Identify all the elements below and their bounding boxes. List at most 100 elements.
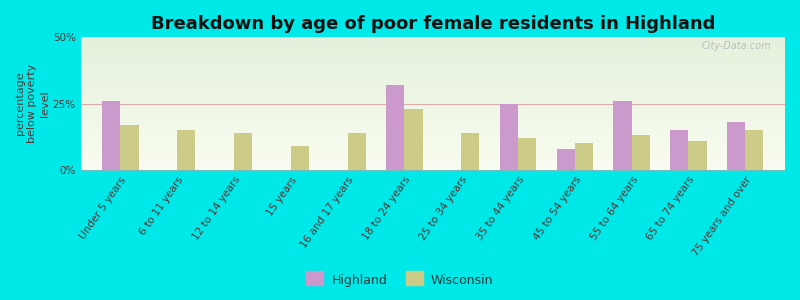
Bar — [81, 89, 785, 90]
Bar — [81, 57, 785, 59]
Bar — [81, 141, 785, 142]
Bar — [81, 60, 785, 61]
Bar — [81, 158, 785, 159]
Bar — [386, 85, 404, 170]
Bar — [689, 141, 706, 170]
Bar — [81, 130, 785, 131]
Bar — [81, 55, 785, 56]
Bar — [81, 100, 785, 101]
Title: Breakdown by age of poor female residents in Highland: Breakdown by age of poor female resident… — [150, 15, 715, 33]
Bar — [81, 98, 785, 100]
Bar — [81, 162, 785, 163]
Bar — [81, 128, 785, 129]
Bar — [81, 147, 785, 149]
Bar — [81, 131, 785, 133]
Bar — [670, 130, 689, 170]
Bar — [81, 85, 785, 86]
Bar — [81, 64, 785, 65]
Bar — [81, 114, 785, 116]
Bar — [81, 97, 785, 98]
Bar — [518, 138, 536, 170]
Bar — [81, 135, 785, 137]
Bar — [81, 133, 785, 134]
Bar — [81, 149, 785, 150]
Bar — [81, 58, 785, 60]
Bar — [81, 81, 785, 82]
Bar — [727, 122, 746, 170]
Bar — [81, 159, 785, 160]
Bar — [81, 37, 785, 39]
Bar — [81, 154, 785, 155]
Bar — [290, 146, 309, 170]
Bar — [81, 103, 785, 105]
Bar — [81, 167, 785, 169]
Bar — [81, 73, 785, 74]
Bar — [81, 77, 785, 78]
Bar — [81, 129, 785, 130]
Bar — [81, 67, 785, 68]
Bar — [81, 48, 785, 49]
Bar — [81, 78, 785, 80]
Bar — [81, 106, 785, 108]
Bar — [81, 102, 785, 104]
Bar — [81, 65, 785, 67]
Bar — [81, 155, 785, 157]
Bar — [500, 103, 518, 170]
Bar — [81, 143, 785, 145]
Bar — [81, 52, 785, 53]
Bar — [81, 110, 785, 112]
Bar — [746, 130, 763, 170]
Bar — [81, 160, 785, 162]
Bar — [81, 109, 785, 110]
Bar — [234, 133, 252, 170]
Bar — [632, 135, 650, 170]
Bar — [81, 51, 785, 52]
Bar — [81, 45, 785, 46]
Bar — [177, 130, 195, 170]
Text: City-Data.com: City-Data.com — [702, 41, 771, 51]
Bar — [81, 117, 785, 118]
Bar — [81, 80, 785, 81]
Bar — [81, 62, 785, 64]
Bar — [557, 149, 575, 170]
Bar — [81, 134, 785, 135]
Bar — [81, 53, 785, 55]
Bar — [81, 69, 785, 70]
Bar — [81, 84, 785, 85]
Bar — [120, 125, 138, 170]
Bar — [81, 153, 785, 154]
Bar — [81, 46, 785, 48]
Bar — [81, 151, 785, 153]
Bar — [81, 70, 785, 72]
Bar — [81, 169, 785, 170]
Y-axis label: percentage
below poverty
level: percentage below poverty level — [15, 64, 50, 143]
Bar — [81, 90, 785, 92]
Bar — [81, 145, 785, 146]
Bar — [81, 140, 785, 141]
Bar — [81, 163, 785, 165]
Bar — [81, 108, 785, 109]
Bar — [81, 146, 785, 147]
Bar — [81, 119, 785, 121]
Bar — [81, 44, 785, 45]
Legend: Highland, Wisconsin: Highland, Wisconsin — [302, 270, 498, 291]
Bar — [81, 43, 785, 44]
Bar — [81, 49, 785, 51]
Bar — [81, 138, 785, 140]
Bar — [81, 113, 785, 114]
Bar — [81, 82, 785, 84]
Bar — [81, 105, 785, 106]
Bar — [461, 133, 479, 170]
Bar — [81, 125, 785, 126]
Bar — [81, 68, 785, 69]
Bar — [81, 56, 785, 57]
Bar — [81, 41, 785, 43]
Bar — [81, 142, 785, 143]
Bar — [347, 133, 366, 170]
Bar — [81, 86, 785, 88]
Bar — [81, 74, 785, 76]
Bar — [81, 72, 785, 73]
Bar — [404, 109, 422, 170]
Bar — [81, 150, 785, 151]
Bar — [81, 118, 785, 119]
